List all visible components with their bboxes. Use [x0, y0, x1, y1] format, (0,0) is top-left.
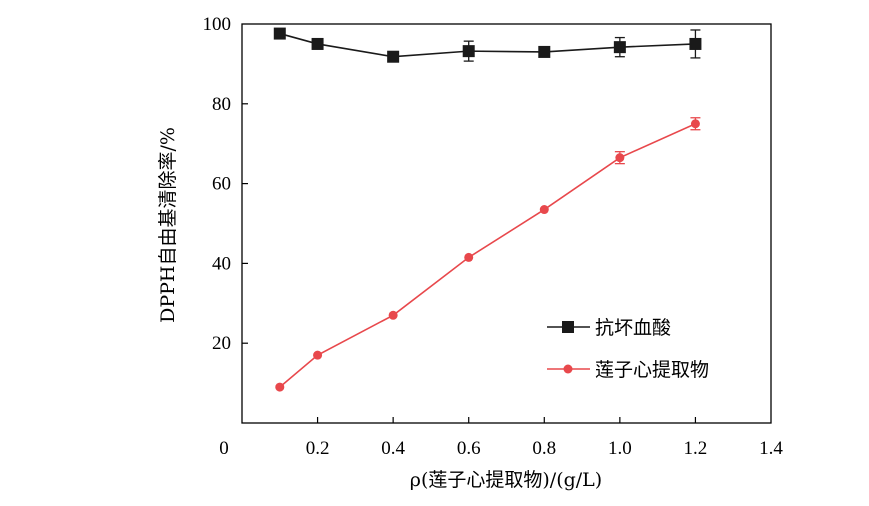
- series-line: [279, 123, 696, 388]
- legend-label: 抗坏血酸: [595, 317, 671, 339]
- y-tick-label: 80: [212, 94, 231, 115]
- y-tick-label: 20: [212, 333, 231, 354]
- data-point: [539, 205, 549, 215]
- data-point: [275, 382, 285, 392]
- data-point: [313, 350, 323, 360]
- data-point: [689, 37, 702, 50]
- plot-frame: [241, 23, 772, 424]
- x-tick-label: 1.2: [684, 438, 708, 459]
- x-axis-title: ρ(莲子心提取物)/(g/L): [410, 469, 602, 491]
- data-point: [388, 310, 398, 320]
- legend-marker: [563, 364, 573, 374]
- data-point: [462, 45, 475, 58]
- data-point: [690, 119, 700, 129]
- y-tick-label: 60: [212, 174, 231, 195]
- legend-item: 莲子心提取物: [547, 359, 709, 381]
- y-axis: 20 40 60 80 100: [203, 14, 248, 354]
- series-line: [279, 32, 696, 58]
- legend-label: 莲子心提取物: [595, 359, 709, 381]
- x-tick-label: 0.6: [457, 438, 481, 459]
- legend-item: 抗坏血酸: [547, 317, 671, 339]
- x-tick-label: 0: [219, 438, 229, 459]
- series-1: [273, 27, 702, 63]
- data-point: [311, 37, 324, 50]
- data-point: [464, 252, 474, 262]
- y-axis-title: DPPH自由基清除率/%: [157, 127, 179, 323]
- series-2: [275, 117, 701, 392]
- x-tick-label: 1.0: [608, 438, 632, 459]
- x-tick-label: 0.8: [532, 438, 556, 459]
- plot-area: [273, 27, 702, 392]
- legend-marker: [562, 321, 574, 333]
- x-tick-label: 0.2: [306, 438, 330, 459]
- y-tick-label: 40: [212, 253, 231, 274]
- data-point: [538, 45, 551, 58]
- y-tick-label: 100: [203, 14, 232, 35]
- x-tick-label: 0.4: [381, 438, 405, 459]
- data-point: [613, 41, 626, 54]
- data-point: [273, 27, 286, 40]
- data-point: [615, 153, 625, 163]
- x-tick-label: 1.4: [759, 438, 783, 459]
- data-point: [387, 50, 400, 63]
- x-axis: 0 0.2 0.4 0.6 0.8 1.0 1.2 1.4: [219, 417, 783, 459]
